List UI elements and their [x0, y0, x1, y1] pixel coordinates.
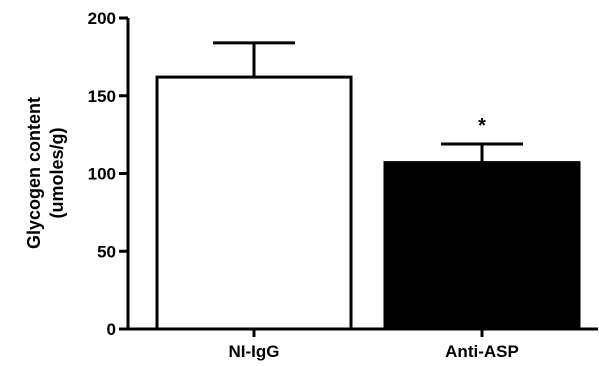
y-axis-title-line2: (umoles/g) — [47, 127, 67, 218]
x-tick-label: Anti-ASP — [445, 342, 519, 361]
y-axis-title-line1: Glycogen content — [24, 97, 44, 249]
y-axis-title: Glycogen content (umoles/g) — [24, 97, 67, 249]
bars — [155, 41, 581, 331]
y-tick-label: 200 — [88, 9, 116, 28]
bar-anti-asp — [383, 161, 581, 331]
y-tick-label: 50 — [97, 242, 116, 261]
significance-marker: * — [478, 115, 486, 137]
y-tick-label: 0 — [107, 320, 116, 339]
y-tick-label: 150 — [88, 87, 116, 106]
labels: 0 50 100 150 200 NI-IgG Anti-ASP * — [88, 9, 519, 361]
x-tick-label: NI-IgG — [229, 342, 280, 361]
y-tick-label: 100 — [88, 165, 116, 184]
bar-ni-igg — [155, 75, 353, 331]
